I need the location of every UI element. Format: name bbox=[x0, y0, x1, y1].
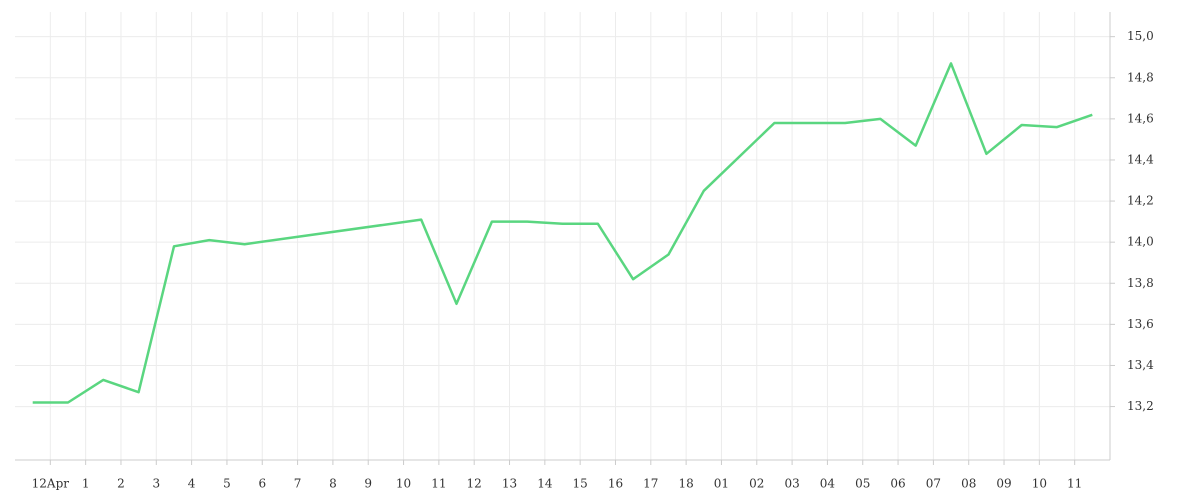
data-line bbox=[32, 62, 1093, 404]
y-tick-label: 14,8 bbox=[1127, 70, 1154, 84]
y-tick-label: 14,4 bbox=[1127, 152, 1154, 166]
y-tick-label: 13,8 bbox=[1127, 276, 1154, 290]
x-tick-label: 6 bbox=[258, 477, 266, 491]
x-tick-label: 12Apr bbox=[32, 477, 70, 491]
y-tick-label: 14,6 bbox=[1127, 111, 1154, 125]
x-tick-label: 3 bbox=[152, 477, 160, 491]
x-tick-label: 06 bbox=[890, 477, 905, 491]
y-tick-label: 14,2 bbox=[1127, 194, 1154, 208]
x-tick-label: 18 bbox=[678, 477, 693, 491]
x-tick-label: 7 bbox=[294, 477, 302, 491]
x-tick-label: 10 bbox=[1032, 477, 1047, 491]
x-tick-label: 5 bbox=[223, 477, 231, 491]
x-tick-label: 4 bbox=[188, 477, 196, 491]
x-tick-label: 04 bbox=[820, 477, 836, 491]
y-tick-label: 14,0 bbox=[1127, 235, 1154, 249]
x-tick-label: 2 bbox=[117, 477, 125, 491]
x-tick-label: 9 bbox=[364, 477, 372, 491]
x-tick-label: 14 bbox=[537, 477, 553, 491]
x-tick-label: 01 bbox=[714, 477, 729, 491]
y-tick-label: 15,0 bbox=[1127, 29, 1154, 43]
x-tick-label: 8 bbox=[329, 477, 337, 491]
x-tick-label: 07 bbox=[926, 477, 941, 491]
x-tick-label: 10 bbox=[396, 477, 411, 491]
x-tick-label: 12 bbox=[467, 477, 482, 491]
x-tick-label: 1 bbox=[82, 477, 90, 491]
x-tick-label: 05 bbox=[855, 477, 870, 491]
y-tick-label: 13,4 bbox=[1127, 358, 1154, 372]
y-tick-label: 13,2 bbox=[1127, 399, 1154, 413]
x-tick-label: 16 bbox=[608, 477, 623, 491]
x-tick-label: 11 bbox=[1067, 477, 1082, 491]
x-tick-label: 08 bbox=[961, 477, 976, 491]
x-tick-label: 02 bbox=[749, 477, 764, 491]
x-tick-label: 09 bbox=[996, 477, 1011, 491]
x-tick-label: 03 bbox=[784, 477, 799, 491]
x-tick-label: 11 bbox=[431, 477, 446, 491]
x-tick-label: 15 bbox=[573, 477, 588, 491]
x-tick-label: 13 bbox=[502, 477, 517, 491]
y-tick-label: 13,6 bbox=[1127, 317, 1154, 331]
x-tick-label: 17 bbox=[643, 477, 658, 491]
